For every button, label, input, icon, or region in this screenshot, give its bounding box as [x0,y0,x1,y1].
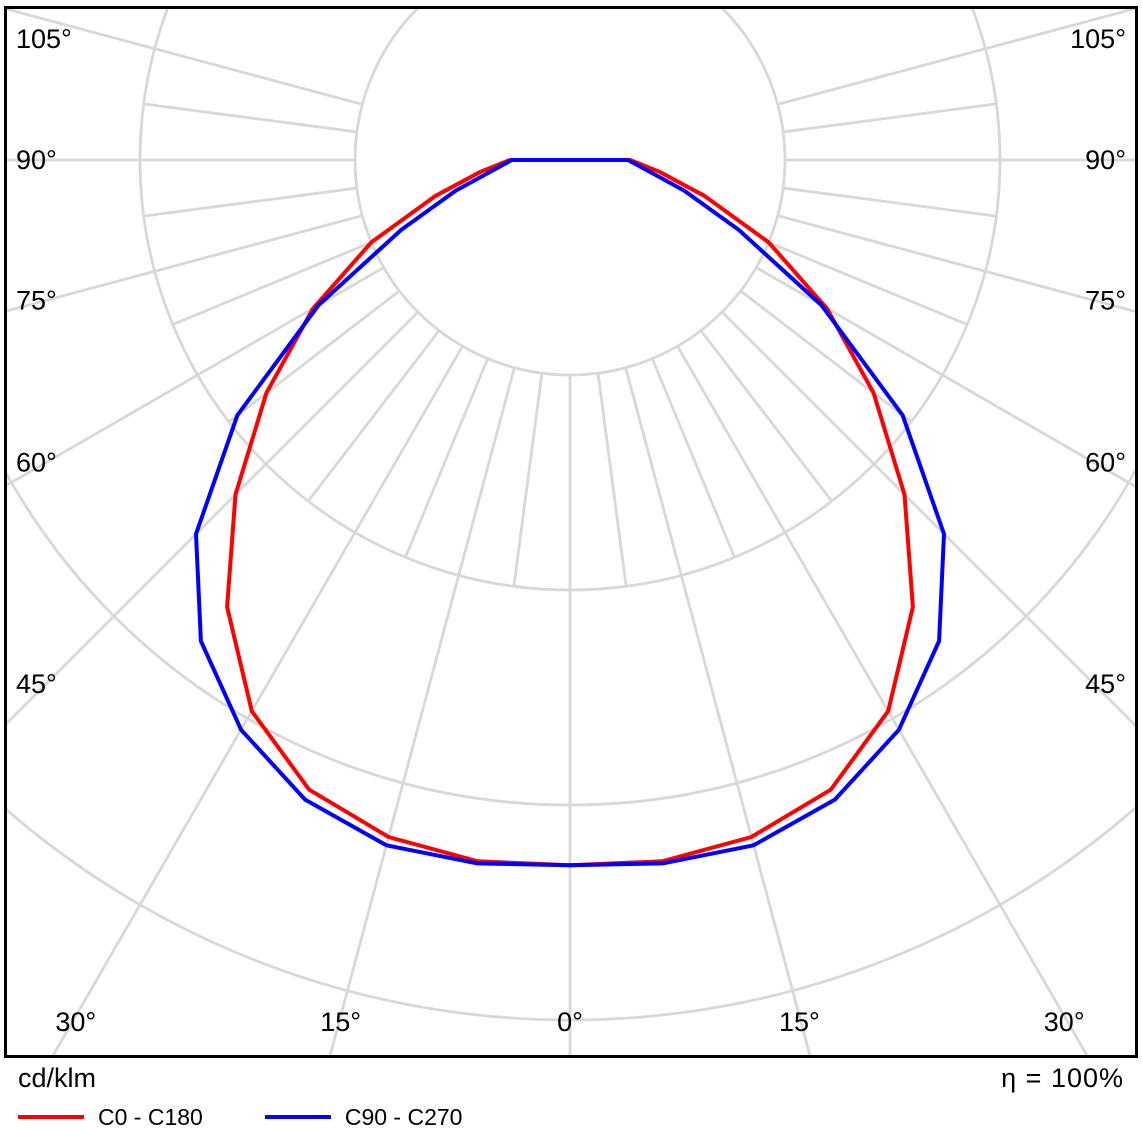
legend-line-blue [264,1115,331,1120]
grid-radial-minor [172,240,372,326]
grid-radial-minor [143,186,358,218]
grid-radial-major [755,266,1135,488]
polar-chart: 45° 45° 60° 60° 75° 75° 90° 90° 105° 105° 0° 15° 15°… [4,6,1138,1058]
legend-label-c0-c180: C0 - C180 [98,1103,203,1130]
legend-item-c0-c180: C0 - C180 [18,1104,203,1131]
intensity-curves [194,158,946,868]
angle-label: 90° [16,145,57,175]
grid-radial-minor [768,240,968,326]
grid-radial-major [676,345,1089,1055]
grid-radial-minor [307,329,441,502]
curve-c90-c270 [194,158,946,868]
legend-item-c90-c270: C90 - C270 [264,1103,463,1131]
efficiency-label: η = 100% [1001,1063,1124,1093]
grid-radial-major [624,367,812,1055]
angle-label: 105° [16,24,72,54]
angle-labels: 45° 45° 60° 60° 75° 75° 90° 90° 105° 105° 0° 15° 15°… [16,24,1126,1037]
legend-label-c90-c270: C90 - C270 [344,1103,463,1130]
grid-radial-major [51,345,464,1055]
angle-label: 60° [1085,448,1126,478]
grid-radial-minor [782,186,997,218]
angle-label: 105° [1070,24,1126,54]
grid-radial-minor [650,358,736,558]
angle-label: 75° [16,285,57,315]
grid-radial-major [328,367,516,1055]
grid-radial-major [7,9,363,106]
angle-label: 0° [557,1007,583,1037]
grid-radial-major [777,9,1135,106]
grid-radial-major [7,266,385,487]
angle-label: 90° [1085,145,1126,175]
grid-radial-major [7,214,363,313]
angle-label: 30° [1044,1007,1085,1037]
polar-grid [7,9,1135,1055]
grid-radial-minor [739,289,912,423]
footer-row: cd/klm η = 100% [18,1063,1124,1094]
units-label: cd/klm [18,1063,97,1093]
angle-label: 60° [16,448,57,478]
grid-radial-minor [596,372,628,587]
grid-radial-major [7,311,419,725]
legend-line-red [18,1115,84,1120]
grid-radial-minor [404,358,490,558]
angle-label: 30° [55,1007,96,1037]
grid-radial-minor [782,102,997,134]
grid-radial-major [777,214,1135,313]
legend: C0 - C180 C90 - C270 [18,1104,1124,1131]
grid-radial-minor [228,289,401,423]
angle-label: 15° [779,1007,820,1037]
angle-label: 15° [320,1007,361,1037]
grid-radial-minor [512,372,544,587]
grid-radial-major [721,311,1135,727]
grid-radial-minor [699,329,833,502]
angle-label: 45° [1085,669,1126,699]
grid-radial-minor [143,102,358,134]
chart-footer: cd/klm η = 100% C0 - C180 C90 - C270 [0,1058,1142,1131]
angle-label: 75° [1085,285,1126,315]
angle-label: 45° [16,669,57,699]
